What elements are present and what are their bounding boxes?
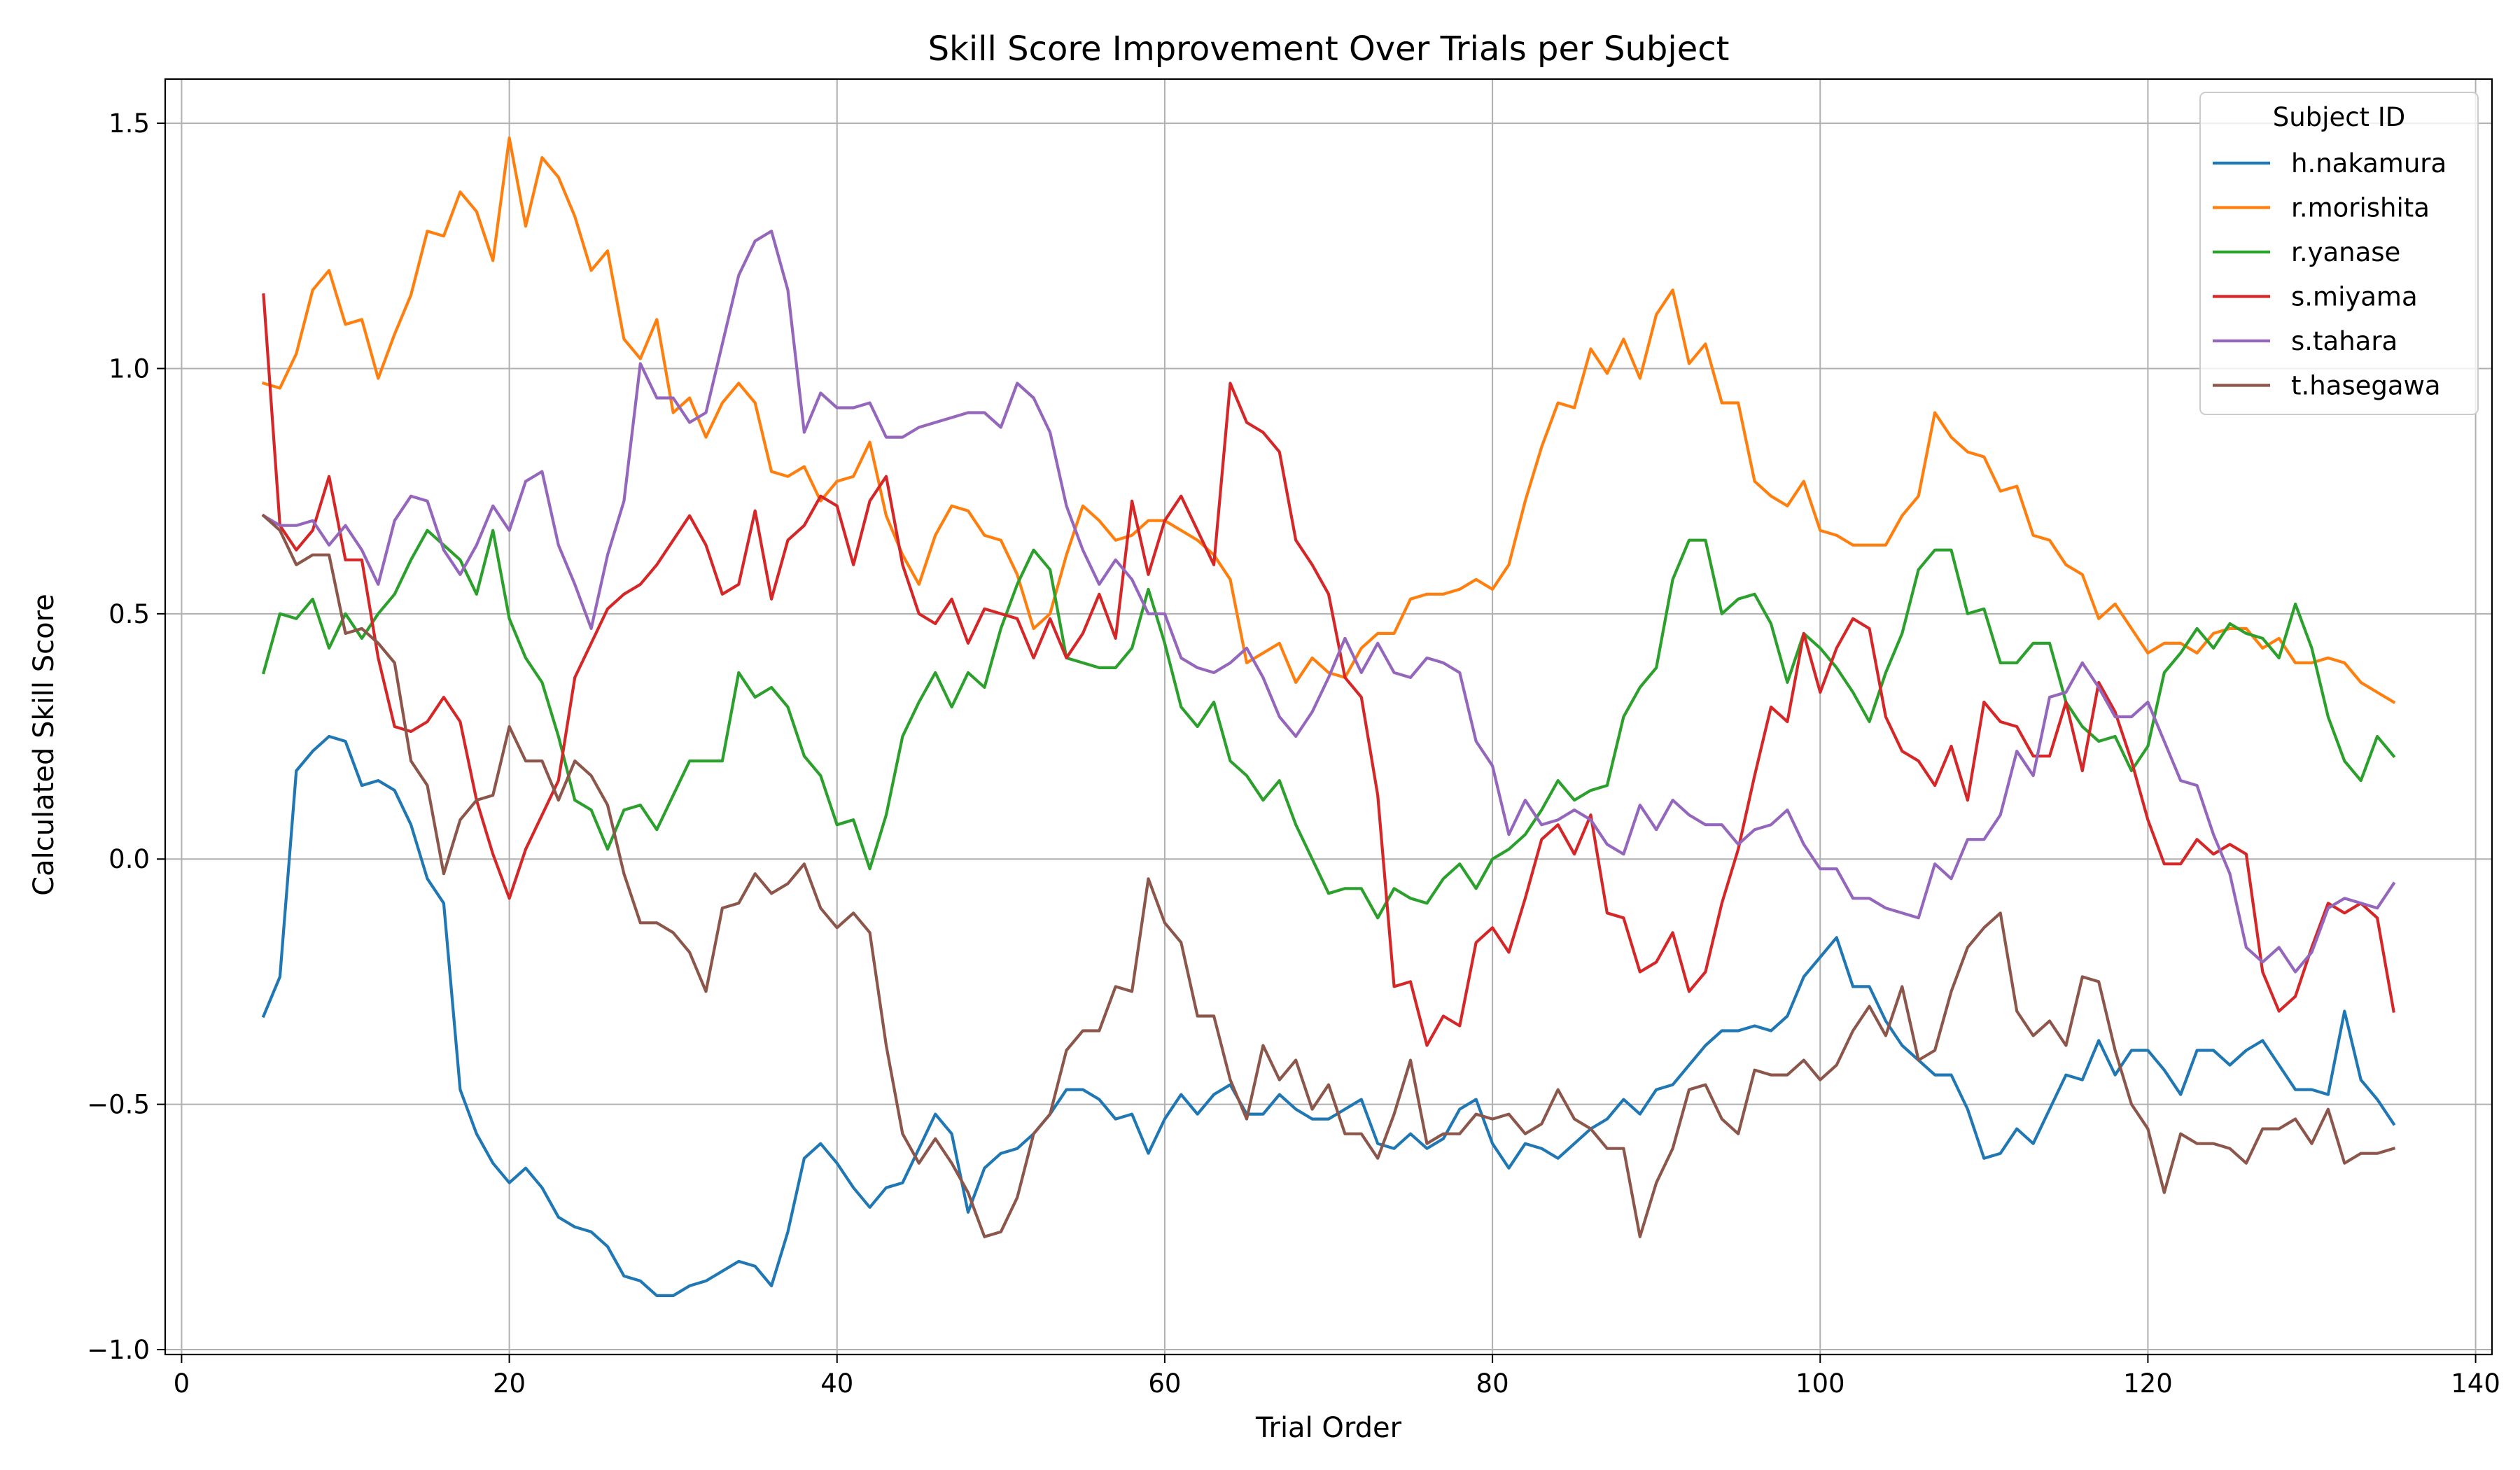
y-axis: −1.0 −0.5 0.0 0.5 1.0 1.5 xyxy=(87,108,165,1365)
legend-label: h.nakamura xyxy=(2291,148,2446,178)
legend: Subject ID h.nakamura r.morishita r.yanase s… xyxy=(2199,92,2479,415)
y-tick-label: 1.0 xyxy=(108,354,150,384)
x-tick-label: 80 xyxy=(1476,1368,1509,1399)
y-tick-label: −1.0 xyxy=(87,1335,150,1365)
grid-lines xyxy=(165,79,2492,1354)
y-axis-title: Calculated Skill Score xyxy=(28,594,60,896)
legend-label: t.hasegawa xyxy=(2291,371,2441,401)
series-line-t-hasegawa xyxy=(261,513,2396,1238)
series-lines xyxy=(261,136,2396,1298)
x-axis-title: Trial Order xyxy=(1255,1412,1402,1444)
plot-area-frame xyxy=(164,78,2493,1356)
legend-label: s.tahara xyxy=(2291,326,2398,356)
x-tick-label: 20 xyxy=(493,1368,526,1399)
legend-title: Subject ID xyxy=(2273,102,2405,132)
series-line-s-tahara xyxy=(261,230,2396,974)
y-tick-label: 0.0 xyxy=(108,844,150,874)
series-line-r-morishita xyxy=(261,136,2396,704)
y-tick-label: −0.5 xyxy=(87,1090,150,1120)
legend-label: r.morishita xyxy=(2291,193,2430,223)
x-tick-label: 120 xyxy=(2123,1368,2173,1399)
legend-label: s.miyama xyxy=(2291,282,2418,312)
x-tick-label: 40 xyxy=(820,1368,853,1399)
x-tick-label: 140 xyxy=(2451,1368,2500,1399)
x-tick-label: 100 xyxy=(1795,1368,1845,1399)
y-tick-label: 1.5 xyxy=(108,108,150,139)
series-line-h-nakamura xyxy=(261,734,2396,1298)
series-line-r-yanase xyxy=(261,528,2396,920)
x-tick-label: 0 xyxy=(174,1368,190,1399)
legend-box xyxy=(2199,92,2479,415)
legend-label: r.yanase xyxy=(2291,237,2400,267)
x-tick-label: 60 xyxy=(1148,1368,1181,1399)
x-axis: 0 20 40 60 80 100 120 140 xyxy=(174,1354,2500,1399)
y-tick-label: 0.5 xyxy=(108,599,150,629)
chart-title: Skill Score Improvement Over Trials per … xyxy=(928,29,1730,69)
